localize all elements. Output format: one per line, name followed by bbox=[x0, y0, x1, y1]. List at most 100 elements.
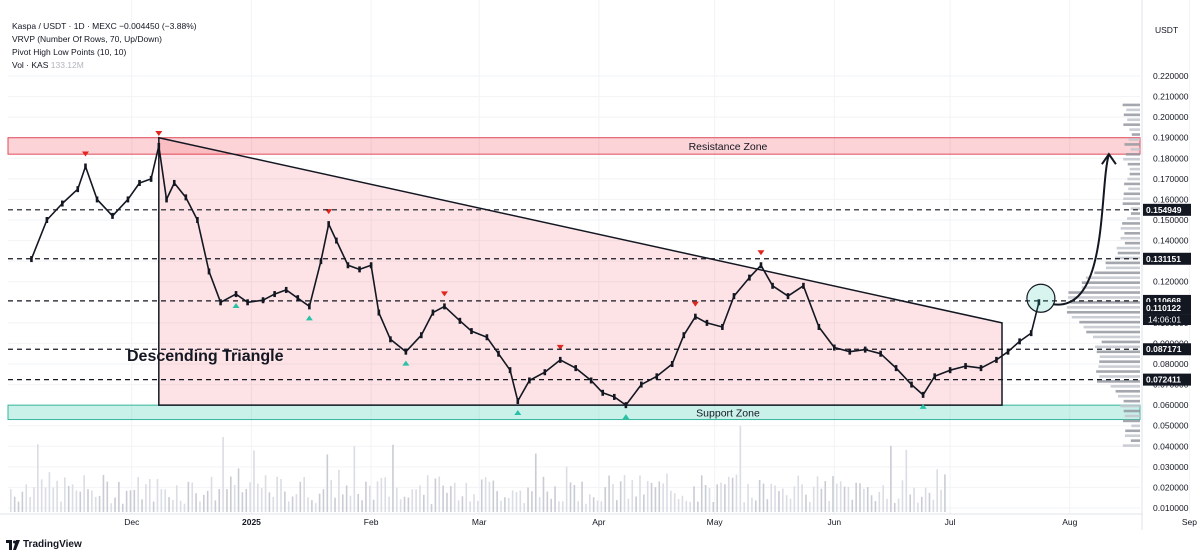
volume-bar bbox=[836, 483, 838, 512]
candle-mark bbox=[1018, 338, 1021, 345]
vrvp-row bbox=[1096, 380, 1140, 383]
price-tick-label: 0.020000 bbox=[1153, 482, 1189, 492]
volume-bar bbox=[13, 496, 16, 512]
candle-mark bbox=[319, 258, 323, 265]
vrvp-row bbox=[1079, 320, 1140, 324]
candle-mark bbox=[879, 350, 882, 357]
volume-bar bbox=[172, 499, 174, 512]
vrvp-row bbox=[1066, 310, 1140, 314]
time-tick-label: Sep bbox=[1182, 517, 1197, 527]
volume-bar bbox=[496, 491, 498, 512]
candle-mark bbox=[655, 373, 659, 380]
volume-bar bbox=[538, 497, 541, 512]
volume-bar bbox=[500, 500, 502, 512]
pivot-high-marker bbox=[691, 301, 699, 307]
time-axis[interactable]: Dec 2025 Feb Mar Apr May Jun Jul Aug Sep bbox=[0, 513, 1197, 527]
breakout-circle bbox=[1026, 283, 1056, 313]
vrvp-row bbox=[1115, 389, 1140, 393]
vrvp-row bbox=[1098, 365, 1140, 368]
vrvp-row bbox=[1123, 157, 1140, 161]
candle-mark bbox=[802, 282, 805, 289]
legend-vrvp[interactable]: VRVP (Number Of Rows, 70, Up/Down) bbox=[12, 34, 162, 44]
support-zone-label: Support Zone bbox=[696, 407, 760, 419]
volume-bar bbox=[434, 478, 437, 512]
price-tick-label: 0.160000 bbox=[1153, 194, 1189, 204]
legend-symbol-row[interactable]: Kaspa / USDT · 1D · MEXC −0.004450 (−3.8… bbox=[12, 20, 197, 33]
candle-mark bbox=[979, 365, 983, 372]
chart-legend: Kaspa / USDT · 1D · MEXC −0.004450 (−3.8… bbox=[12, 20, 197, 72]
pivot-high-marker bbox=[757, 250, 765, 256]
time-tick-label: Mar bbox=[472, 517, 487, 527]
candle-mark bbox=[389, 336, 392, 343]
countdown-text: 14:06:01 bbox=[1148, 315, 1181, 325]
volume-bar bbox=[129, 490, 132, 512]
vrvp-row bbox=[1130, 439, 1140, 442]
volume-bar bbox=[828, 501, 830, 512]
volume-bar bbox=[801, 484, 803, 512]
legend-volume-row[interactable]: Vol · KAS 133.12M bbox=[12, 59, 197, 72]
volume-bar bbox=[897, 498, 900, 512]
price-label-text: 0.087171 bbox=[1146, 344, 1182, 354]
candle-mark bbox=[485, 334, 489, 341]
volume-bar bbox=[650, 482, 653, 512]
candle-mark bbox=[894, 365, 898, 372]
volume-bar bbox=[118, 481, 120, 512]
volume-bar bbox=[754, 500, 757, 512]
legend-volume-label: Vol · KAS bbox=[12, 60, 49, 70]
volume-bar bbox=[253, 450, 255, 512]
time-tick-label: Aug bbox=[1062, 517, 1077, 527]
volume-bar bbox=[882, 485, 884, 512]
pivot-low-marker bbox=[514, 410, 522, 416]
vrvp-row bbox=[1094, 271, 1140, 275]
volume-bar bbox=[303, 476, 305, 512]
pattern-label: Descending Triangle bbox=[127, 348, 284, 365]
price-tick-label: 0.040000 bbox=[1153, 441, 1189, 451]
volume-bar bbox=[10, 489, 12, 512]
candle-mark bbox=[111, 212, 114, 219]
price-series bbox=[30, 142, 1041, 409]
volume-bar bbox=[29, 496, 31, 512]
price-axis[interactable]: USDT 0.220000 0.210000 0.200000 0.190000 0.18… bbox=[1141, 0, 1191, 530]
volume-bar bbox=[480, 479, 483, 512]
vrvp-row bbox=[1068, 291, 1140, 294]
vrvp-row bbox=[1117, 251, 1140, 255]
volume-bar bbox=[782, 488, 784, 512]
volume-bar bbox=[345, 485, 348, 512]
candle-mark bbox=[995, 356, 998, 363]
volume-bar bbox=[670, 490, 672, 512]
candle-mark bbox=[420, 332, 423, 339]
volume-bar bbox=[565, 466, 568, 512]
volume-bar bbox=[40, 479, 43, 512]
tradingview-brand[interactable]: TradingView bbox=[6, 539, 82, 550]
candle-mark bbox=[933, 373, 936, 380]
candle-mark bbox=[84, 163, 87, 170]
volume-bar bbox=[175, 485, 178, 512]
candle-mark bbox=[543, 369, 547, 376]
volume-bar bbox=[438, 476, 441, 512]
candle-mark bbox=[184, 194, 188, 201]
price-tick-label: 0.150000 bbox=[1153, 215, 1189, 225]
candle-mark bbox=[327, 221, 330, 228]
price-label-text: 0.110668 bbox=[1146, 296, 1181, 306]
vrvp-row bbox=[1129, 167, 1140, 171]
volume-bar bbox=[596, 500, 599, 512]
volume-bar bbox=[839, 481, 842, 512]
candle-mark bbox=[833, 344, 836, 351]
volume-bar bbox=[654, 487, 657, 512]
volume-bar bbox=[237, 468, 240, 512]
volume-bar bbox=[368, 485, 371, 512]
volume-bar bbox=[569, 482, 572, 512]
candle-mark bbox=[670, 361, 674, 367]
volume-bar bbox=[446, 492, 448, 512]
volume-bar bbox=[627, 498, 630, 512]
volume-bar bbox=[758, 479, 761, 512]
volume-bar bbox=[388, 496, 390, 512]
pivot-low-marker bbox=[402, 360, 410, 366]
legend-pivot[interactable]: Pivot High Low Points (10, 10) bbox=[12, 47, 127, 57]
volume-bar bbox=[83, 475, 85, 512]
volume-bar bbox=[766, 499, 769, 512]
volume-bar bbox=[527, 487, 529, 512]
candle-mark bbox=[558, 356, 562, 363]
vrvp-row bbox=[1120, 236, 1140, 240]
